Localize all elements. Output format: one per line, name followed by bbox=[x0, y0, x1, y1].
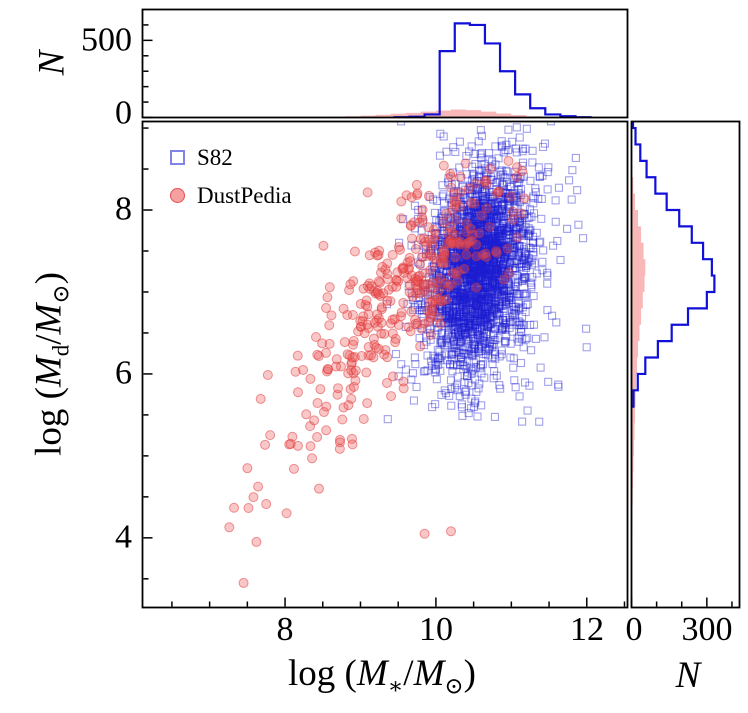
right-count-axis-label-text: N bbox=[675, 655, 701, 696]
y-tick-label-4: 4 bbox=[115, 518, 132, 556]
x-axis-label-part: M bbox=[356, 653, 388, 694]
x-tick-label-12: 12 bbox=[570, 611, 604, 648]
legend-item-dustpedia: DustPedia bbox=[170, 184, 292, 207]
right-count-axis-label: N bbox=[676, 657, 701, 694]
legend-label-dustpedia: DustPedia bbox=[197, 183, 292, 208]
x-tick-label-10: 10 bbox=[419, 611, 453, 648]
y-axis-label-part: ) bbox=[28, 272, 70, 285]
x-axis-label-part: M bbox=[413, 653, 445, 694]
y-tick-label-8: 8 bbox=[115, 190, 132, 228]
x-axis-label-part: ) bbox=[463, 653, 476, 694]
y-axis-label-part: / bbox=[28, 334, 70, 345]
top-count-axis-label-text: N bbox=[31, 50, 73, 76]
x-axis-label-part: ⊙ bbox=[444, 673, 464, 699]
right-tick-label-300: 300 bbox=[681, 611, 733, 648]
x-axis-label-part: / bbox=[403, 653, 414, 694]
y-tick-label-6: 6 bbox=[115, 354, 132, 392]
top-tick-label-500: 500 bbox=[81, 21, 132, 59]
y-axis-label-part: log ( bbox=[28, 387, 70, 456]
s82-open-square-marker-icon bbox=[170, 150, 185, 165]
y-axis-label-part: M bbox=[28, 303, 70, 335]
top-tick-label-0: 0 bbox=[115, 94, 132, 132]
x-axis-label: log (M∗/M⊙) bbox=[288, 655, 476, 698]
legend: S82 DustPedia bbox=[170, 146, 292, 207]
right-tick-label-0: 0 bbox=[625, 611, 643, 648]
x-axis-label-part: log ( bbox=[288, 653, 357, 694]
legend-item-s82: S82 bbox=[170, 146, 292, 169]
y-axis-label: log (Md/M⊙) bbox=[28, 272, 74, 456]
dustpedia-filled-circle-marker-icon bbox=[170, 188, 185, 203]
legend-label-s82: S82 bbox=[197, 145, 233, 170]
x-axis-label-part: ∗ bbox=[387, 673, 404, 699]
top-count-axis-label: N bbox=[31, 50, 73, 76]
x-tick-label-8: 8 bbox=[276, 611, 294, 648]
y-axis-label-part: d bbox=[48, 344, 74, 357]
y-axis-label-part: M bbox=[28, 356, 70, 388]
y-axis-label-part: ⊙ bbox=[48, 284, 74, 304]
